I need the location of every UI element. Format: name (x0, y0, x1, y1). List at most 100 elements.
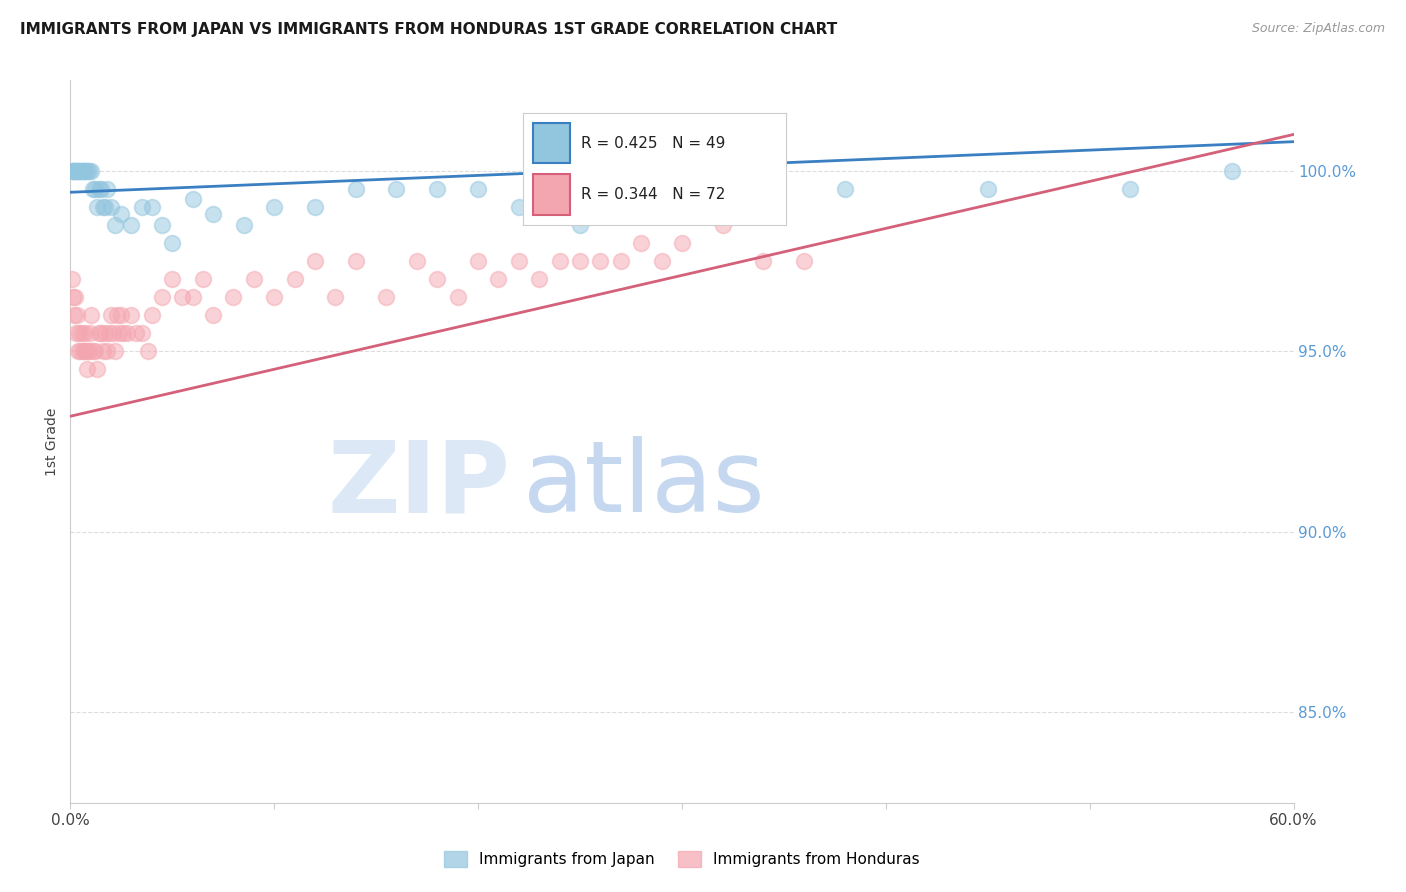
Point (83, 182, 105, 196)
Point (69, 163, 91, 178)
Point (304, 200, 326, 214)
Point (87, 182, 110, 196)
Point (711, 170, 734, 185)
Point (121, 218, 143, 232)
Point (76, 362, 98, 376)
Point (72, 163, 94, 178)
Point (98, 326, 121, 341)
Point (100, 308, 122, 322)
Point (65, 163, 87, 178)
Point (82, 182, 104, 196)
Point (232, 218, 254, 232)
Point (104, 344, 127, 359)
Point (94, 200, 117, 214)
Point (77, 344, 100, 359)
Point (105, 308, 128, 322)
Point (181, 290, 204, 304)
Point (243, 272, 266, 286)
Point (79, 308, 103, 322)
Point (73, 163, 96, 178)
Point (344, 182, 367, 196)
Point (834, 182, 856, 196)
Point (108, 326, 131, 341)
Point (508, 254, 530, 268)
Point (75, 344, 97, 359)
Point (181, 193, 204, 207)
Point (630, 235, 652, 250)
Point (67, 344, 90, 359)
Point (263, 290, 285, 304)
Point (508, 200, 530, 214)
Point (548, 254, 571, 268)
Point (96, 344, 118, 359)
Point (488, 272, 510, 286)
Point (65, 326, 87, 341)
Point (568, 218, 592, 232)
Text: Source: ZipAtlas.com: Source: ZipAtlas.com (1251, 22, 1385, 36)
Point (467, 254, 489, 268)
Point (650, 254, 672, 268)
Point (101, 326, 124, 341)
Point (406, 254, 429, 268)
Point (191, 272, 214, 286)
Point (69, 344, 91, 359)
Point (630, 182, 652, 196)
Point (76, 344, 98, 359)
Point (610, 254, 633, 268)
Point (60, 163, 83, 178)
Point (70, 163, 93, 178)
Point (793, 254, 815, 268)
Point (65, 163, 87, 178)
Point (72, 344, 94, 359)
Point (67, 163, 90, 178)
Point (121, 308, 143, 322)
Point (90, 326, 112, 341)
Point (141, 308, 163, 322)
Point (1119, 182, 1142, 196)
Point (136, 344, 159, 359)
Point (141, 200, 163, 214)
Point (976, 182, 998, 196)
Point (344, 254, 367, 268)
Point (263, 200, 285, 214)
Point (117, 326, 139, 341)
Point (87, 326, 110, 341)
Point (100, 200, 122, 214)
Point (65, 290, 87, 304)
Legend: Immigrants from Japan, Immigrants from Honduras: Immigrants from Japan, Immigrants from H… (444, 852, 920, 867)
Point (323, 290, 347, 304)
Point (110, 207, 132, 221)
Point (86, 200, 108, 214)
Point (150, 290, 173, 304)
Point (172, 290, 194, 304)
Point (63, 163, 86, 178)
Point (60, 272, 83, 286)
Point (72, 344, 94, 359)
Point (66, 163, 89, 178)
Point (62, 290, 84, 304)
Point (752, 254, 775, 268)
Point (83, 344, 105, 359)
Point (73, 326, 96, 341)
Point (124, 326, 146, 341)
Point (589, 254, 612, 268)
Point (426, 272, 449, 286)
Point (447, 290, 470, 304)
Point (72, 163, 94, 178)
Point (568, 254, 592, 268)
Point (69, 163, 91, 178)
Point (79, 163, 103, 178)
Point (82, 344, 104, 359)
Point (90, 182, 112, 196)
Point (96, 182, 118, 196)
Point (66, 308, 89, 322)
Point (79, 326, 101, 341)
Point (77, 163, 100, 178)
Point (202, 207, 225, 221)
Point (222, 290, 245, 304)
Point (711, 218, 734, 232)
Point (76, 163, 98, 178)
Text: ZIP: ZIP (328, 436, 510, 533)
Point (131, 326, 153, 341)
Point (91, 200, 114, 214)
